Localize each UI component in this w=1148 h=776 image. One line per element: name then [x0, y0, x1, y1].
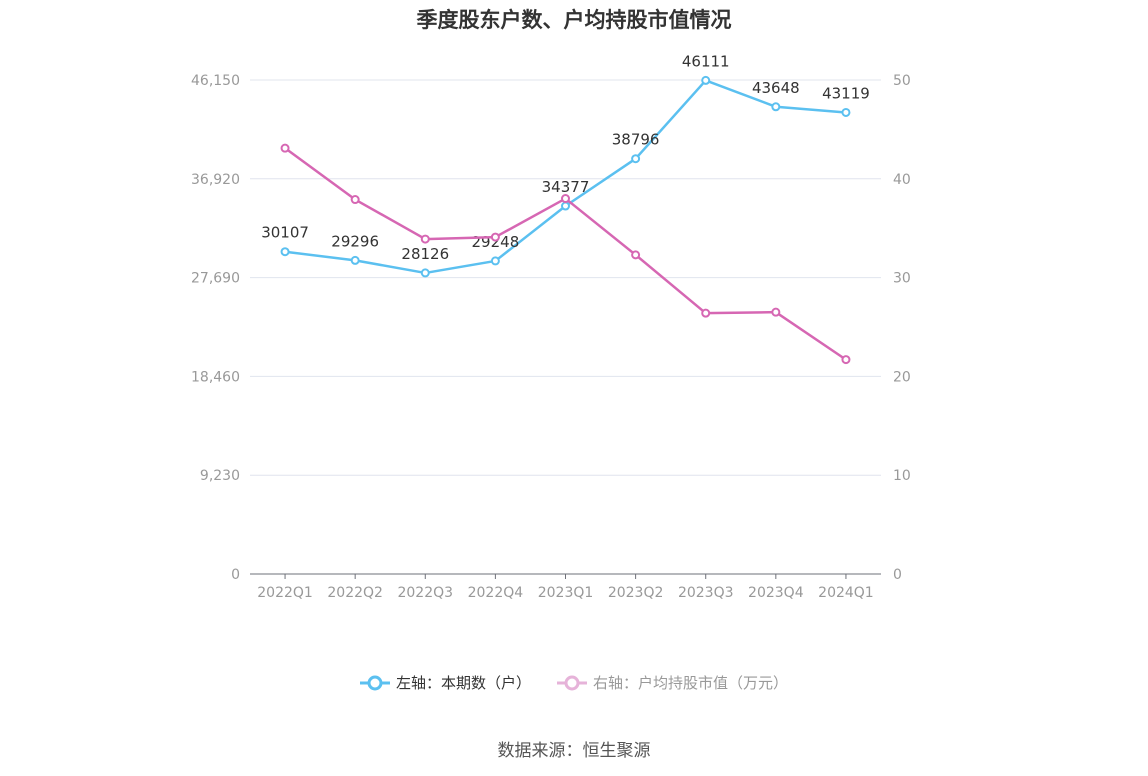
- x-tick-label: 2022Q3: [397, 585, 453, 601]
- legend-item-right-axis[interactable]: 右轴：户均持股市值（万元）: [557, 672, 788, 693]
- y-right-tick-label: 10: [893, 468, 911, 484]
- point-holders: [561, 201, 570, 211]
- point-avg-value: [561, 194, 570, 204]
- data-source: 数据来源：恒生聚源: [497, 741, 651, 761]
- chart-title: 季度股东户数、户均持股市值情况: [416, 8, 732, 32]
- point-avg-value: [841, 355, 851, 365]
- point-avg-value: [631, 250, 641, 260]
- legend-left-label: 左轴：本期数（户）: [395, 674, 531, 692]
- point-holders: [771, 102, 781, 112]
- point-avg-value: [701, 308, 711, 318]
- point-avg-value: [771, 307, 781, 317]
- legend-right-label: 右轴：户均持股市值（万元）: [593, 674, 789, 692]
- point-avg-value: [350, 195, 360, 205]
- point-avg-value: [420, 234, 430, 244]
- point-holders: [490, 256, 500, 266]
- point-holders: [420, 268, 430, 278]
- x-tick-label: 2023Q4: [748, 585, 804, 601]
- y-right-tick-label: 40: [893, 172, 911, 188]
- data-label: 43648: [752, 79, 800, 97]
- data-label: 34377: [542, 178, 590, 196]
- point-holders: [841, 107, 851, 117]
- y-left-tick-label: 46,150: [191, 73, 240, 89]
- x-tick-label: 2022Q4: [468, 585, 524, 601]
- data-label: 38796: [612, 131, 660, 149]
- x-tick-label: 2022Q2: [327, 585, 383, 601]
- y-right-tick-label: 20: [893, 369, 911, 385]
- x-tick-label: 2022Q1: [257, 585, 313, 601]
- legend-left-marker-icon: [359, 675, 390, 690]
- y-left-tick-label: 18,460: [191, 369, 240, 385]
- data-label: 46111: [682, 52, 730, 70]
- y-left-tick-label: 0: [231, 567, 240, 583]
- data-label: 43119: [822, 84, 870, 102]
- y-left-tick-label: 27,690: [191, 271, 240, 287]
- x-tick-label: 2023Q1: [538, 585, 594, 601]
- y-right-tick-label: 0: [893, 567, 902, 583]
- legend-item-left-axis[interactable]: 左轴：本期数（户）: [359, 672, 531, 693]
- y-left-tick-label: 9,230: [200, 468, 240, 484]
- point-holders: [280, 247, 290, 257]
- data-label: 29296: [331, 232, 379, 250]
- y-right-tick-label: 50: [893, 73, 911, 89]
- x-tick-label: 2023Q3: [678, 585, 734, 601]
- x-tick-label: 2024Q1: [818, 585, 874, 601]
- y-left-tick-label: 36,920: [191, 172, 240, 188]
- x-tick-label: 2023Q2: [608, 585, 664, 601]
- data-label: 30107: [261, 224, 309, 242]
- point-avg-value: [280, 143, 290, 153]
- chart-legend: 左轴：本期数（户） 右轴：户均持股市值（万元）: [0, 672, 1148, 693]
- point-avg-value: [490, 232, 500, 242]
- line-chart: 0 9,230 18,460 27,690 36,920 46,150 0 10 20 30 40 5…: [191, 52, 911, 601]
- legend-right-marker-icon: [557, 675, 587, 690]
- point-holders: [701, 75, 711, 85]
- data-label: 28126: [401, 245, 449, 263]
- point-holders: [350, 255, 360, 265]
- y-right-tick-label: 30: [893, 271, 911, 287]
- point-holders: [631, 154, 641, 164]
